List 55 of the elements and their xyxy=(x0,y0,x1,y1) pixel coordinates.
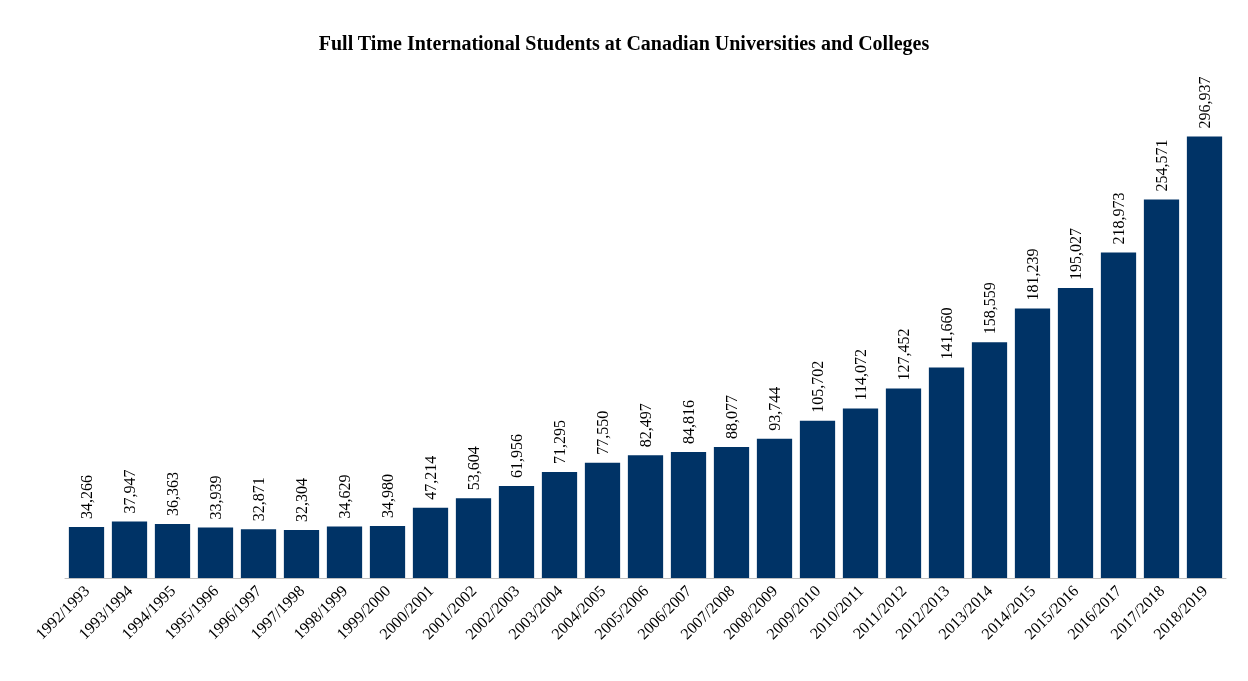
bar xyxy=(1014,308,1051,578)
bar xyxy=(369,526,406,578)
bar xyxy=(111,521,148,578)
data-label: 77,550 xyxy=(594,410,611,455)
data-label: 34,629 xyxy=(336,474,353,519)
bar xyxy=(240,529,277,578)
data-label: 254,571 xyxy=(1153,139,1170,192)
bar xyxy=(928,367,965,578)
bar xyxy=(584,462,621,578)
bar xyxy=(412,507,449,578)
bar xyxy=(885,388,922,578)
data-label: 36,363 xyxy=(164,471,181,516)
data-label: 53,604 xyxy=(465,446,482,491)
bar xyxy=(455,498,492,578)
data-label: 105,702 xyxy=(809,360,826,413)
data-label: 296,937 xyxy=(1196,76,1213,129)
data-label: 37,947 xyxy=(121,469,138,514)
bar xyxy=(713,447,750,578)
data-label: 195,027 xyxy=(1067,228,1084,281)
data-label: 114,072 xyxy=(852,349,869,401)
bar xyxy=(326,526,363,578)
chart-title: Full Time International Students at Canadian Universities and Colleges xyxy=(318,32,930,55)
data-label: 82,497 xyxy=(637,403,654,448)
bar xyxy=(283,529,320,578)
data-label: 61,956 xyxy=(508,433,525,478)
bar xyxy=(541,472,578,578)
bar xyxy=(1100,252,1137,578)
data-label: 84,816 xyxy=(680,399,697,444)
bar xyxy=(1186,136,1223,578)
bar xyxy=(1057,288,1094,578)
data-label: 93,744 xyxy=(766,386,783,431)
data-label: 32,304 xyxy=(293,477,310,522)
data-label: 32,871 xyxy=(250,477,267,522)
data-label: 71,295 xyxy=(551,420,568,465)
bar xyxy=(197,527,234,578)
data-label: 127,452 xyxy=(895,328,912,381)
bar xyxy=(971,342,1008,578)
data-label: 88,077 xyxy=(723,395,740,440)
data-label: 218,973 xyxy=(1110,192,1127,245)
data-label: 158,559 xyxy=(981,282,998,335)
bar xyxy=(154,523,191,578)
bar xyxy=(498,485,535,578)
data-label: 181,239 xyxy=(1024,248,1041,301)
data-label: 33,939 xyxy=(207,475,224,520)
bar xyxy=(627,455,664,578)
bar xyxy=(1143,199,1180,578)
bar xyxy=(799,420,836,578)
bar xyxy=(842,408,879,578)
bar xyxy=(670,451,707,578)
data-label: 34,266 xyxy=(78,475,95,520)
data-label: 141,660 xyxy=(938,307,955,360)
bar xyxy=(68,527,105,578)
data-label: 34,980 xyxy=(379,474,396,518)
bar xyxy=(756,438,793,578)
data-label: 47,214 xyxy=(422,455,439,500)
